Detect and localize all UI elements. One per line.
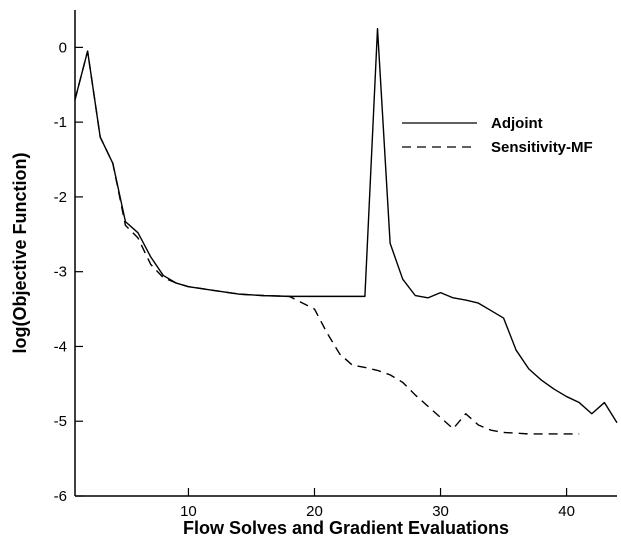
x-tick-label: 20 <box>306 503 323 520</box>
y-tick-label: 0 <box>59 39 67 56</box>
y-axis-title: log(Objective Function) <box>10 152 30 353</box>
y-tick-label: -2 <box>54 189 67 206</box>
x-axis-title: Flow Solves and Gradient Evaluations <box>183 518 509 538</box>
plot-axes <box>74 10 617 497</box>
y-tick-label: -3 <box>54 264 67 281</box>
legend-label-adjoint: Adjoint <box>491 115 543 132</box>
y-tick-label: -4 <box>54 338 67 355</box>
x-tick-label: 40 <box>558 503 575 520</box>
series-layer <box>74 27 618 435</box>
y-tick-label: -1 <box>54 114 67 131</box>
y-tick-label: -6 <box>54 488 67 505</box>
y-tick-label: -5 <box>54 413 67 430</box>
legend-label-sensitivity-mf: Sensitivity-MF <box>491 139 593 156</box>
legend: Adjoint Sensitivity-MF <box>402 115 593 156</box>
series-line-sensitivity-mf <box>74 50 580 435</box>
series-line-adjoint <box>74 27 618 424</box>
x-tick-label: 30 <box>432 503 449 520</box>
axis-ticks: 10 20 30 40 0 -1 -2 -3 -4 -5 -6 <box>54 39 575 520</box>
x-tick-label: 10 <box>180 503 197 520</box>
